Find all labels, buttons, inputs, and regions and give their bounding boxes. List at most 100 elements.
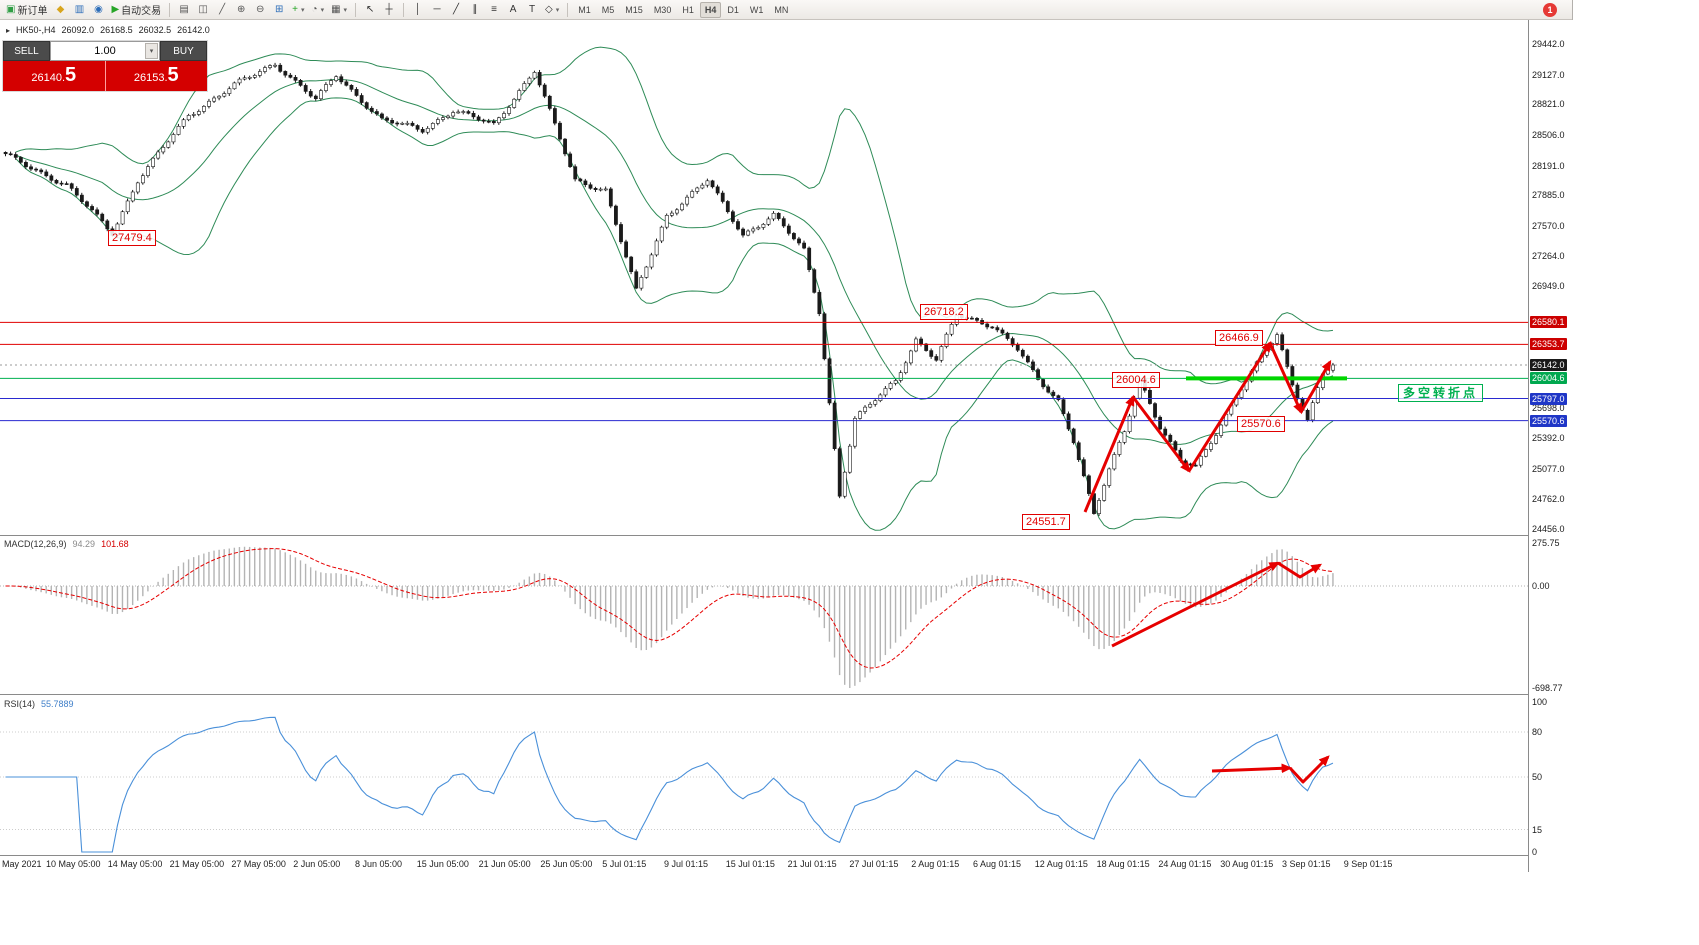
timeframe-m30-button[interactable]: M30 bbox=[653, 4, 672, 15]
templates-icon: ▦ bbox=[331, 3, 341, 15]
timeframe-w1-button[interactable]: W1 bbox=[749, 4, 764, 15]
volume-dropdown-icon[interactable]: ▾ bbox=[145, 43, 158, 59]
bollinger-bands[interactable] bbox=[15, 46, 1334, 531]
time-axis-label: 25 Jun 05:00 bbox=[540, 859, 593, 869]
zoom-in-icon: ⊕ bbox=[236, 3, 246, 15]
timeframe-h4-button[interactable]: H4 bbox=[699, 1, 722, 18]
timeframe-d1-button[interactable]: D1 bbox=[727, 4, 739, 15]
trend-arrow[interactable] bbox=[1131, 396, 1191, 473]
timeframe-m15-button[interactable]: M15 bbox=[625, 4, 643, 15]
volume-input[interactable]: 1.00 ▾ bbox=[50, 41, 160, 61]
notification-badge[interactable]: 1 bbox=[1543, 2, 1557, 17]
trend-arrow[interactable] bbox=[1268, 342, 1303, 415]
templates-dropdown-icon[interactable]: ▾ bbox=[343, 6, 348, 14]
chart-canvas[interactable] bbox=[0, 20, 1528, 872]
rsi-scale-label: 100 bbox=[1532, 697, 1548, 707]
rsi-scale-label: 0 bbox=[1532, 847, 1538, 857]
price-callout[interactable]: 26718.2 bbox=[920, 304, 968, 320]
bar-chart-button[interactable]: ▤ bbox=[175, 1, 193, 18]
shapes-button[interactable]: ◇ ▾ bbox=[542, 1, 562, 18]
zoom-out-button[interactable]: ⊖ bbox=[251, 1, 269, 18]
price-callout[interactable]: 24551.7 bbox=[1022, 514, 1070, 530]
price-scale-label: 27264.0 bbox=[1532, 250, 1565, 261]
rsi-scale-label: 15 bbox=[1532, 824, 1543, 835]
crosshair-button[interactable]: ┼ bbox=[380, 1, 398, 18]
price-scale-label: 27885.0 bbox=[1532, 190, 1565, 201]
trend-arrow[interactable] bbox=[1187, 340, 1272, 472]
price-scale-label: 28191.0 bbox=[1532, 160, 1565, 171]
price-callout[interactable]: 26466.9 bbox=[1215, 330, 1263, 346]
price-tag: 26353.7 bbox=[1530, 338, 1567, 351]
horizontal-line-button[interactable]: ─ bbox=[428, 1, 446, 18]
indicators-dropdown-icon[interactable]: ▾ bbox=[301, 6, 305, 14]
algo-trading-button[interactable]: ▶ 自动交易 bbox=[108, 1, 164, 18]
time-axis-label: 15 Jun 05:00 bbox=[416, 859, 469, 869]
text-icon: A bbox=[509, 3, 517, 15]
macd-scale-label: 0.00 bbox=[1532, 581, 1550, 591]
community-button[interactable]: ◉ bbox=[89, 1, 107, 18]
volume-value: 1.00 bbox=[94, 45, 116, 57]
tile-windows-button[interactable]: ⊞ bbox=[270, 1, 288, 18]
rsi-line bbox=[5, 716, 1334, 853]
time-axis-label: 9 Jul 01:15 bbox=[664, 859, 709, 869]
main-toolbar: ▣ 新订单 ◆ ▥ ◉ ▶ 自动交易 ▤ ◫ ╱ ⊕ ⊖ ⊞ + ▾ ◔ ▾ ▦ ▾ ↖ ┼ │ ─ ╱ ∥ ≡ A T ◇ ▾ M1 M5 M… bbox=[0, 0, 1572, 20]
price-callout[interactable]: 26004.6 bbox=[1112, 372, 1160, 388]
price-scale-label: 24762.0 bbox=[1532, 494, 1565, 505]
rsi-arrow[interactable] bbox=[1288, 755, 1330, 784]
macd-scale-label: 275.75 bbox=[1532, 538, 1560, 548]
timeframe-mn-button[interactable]: MN bbox=[774, 4, 789, 15]
price-callout[interactable]: 27479.4 bbox=[108, 230, 156, 246]
candlestick-chart-button[interactable]: ◫ bbox=[194, 1, 212, 18]
buy-price[interactable]: 26153. 5 bbox=[105, 61, 207, 91]
text-label-button[interactable]: T bbox=[523, 1, 541, 18]
chart-workspace[interactable]: ▸ HK50-,H4 26092.0 26168.5 26032.5 26142… bbox=[0, 20, 1573, 873]
toolbar-separator bbox=[567, 2, 569, 17]
text-label-icon: T bbox=[528, 3, 536, 15]
zoom-in-button[interactable]: ⊕ bbox=[232, 1, 250, 18]
macd-indicator-label: MACD(12,26,9) 94.29 101.68 bbox=[4, 539, 129, 549]
trend-arrow[interactable] bbox=[1299, 359, 1332, 413]
rsi-arrow[interactable] bbox=[1211, 763, 1293, 774]
time-axis-label: 10 May 05:00 bbox=[46, 859, 101, 869]
vertical-line-button[interactable]: │ bbox=[409, 1, 427, 18]
shapes-dropdown-icon[interactable]: ▾ bbox=[555, 6, 560, 14]
cursor-button[interactable]: ↖ bbox=[361, 1, 379, 18]
new-order-button[interactable]: ▣ 新订单 bbox=[3, 1, 50, 18]
timeframe-h1-button[interactable]: H1 bbox=[682, 4, 694, 15]
market-watch-icon: ◆ bbox=[56, 3, 65, 15]
candles[interactable] bbox=[3, 62, 1335, 517]
macd-arrow[interactable] bbox=[1111, 561, 1281, 648]
zoom-out-icon: ⊖ bbox=[255, 3, 265, 15]
time-axis[interactable]: May 2021 10 May 05:00 14 May 05:00 21 May 0… bbox=[0, 855, 1528, 873]
turning-point-label[interactable]: 多空转折点 bbox=[1398, 384, 1484, 402]
rsi-indicator-label: RSI(14) 55.7889 bbox=[4, 699, 74, 709]
sell-button[interactable]: SELL bbox=[3, 41, 50, 61]
timeframe-m1-button[interactable]: M1 bbox=[578, 4, 591, 15]
market-watch-button[interactable]: ◆ bbox=[51, 1, 69, 18]
time-axis-label: 14 May 05:00 bbox=[107, 859, 163, 869]
templates-button[interactable]: ▦ ▾ bbox=[328, 1, 350, 18]
price-callout[interactable]: 25570.6 bbox=[1237, 416, 1285, 432]
fibonacci-button[interactable]: ≡ bbox=[485, 1, 503, 18]
trendline-button[interactable]: ╱ bbox=[447, 1, 465, 18]
new-order-label: 新订单 bbox=[17, 6, 48, 17]
algo-trading-label: 自动交易 bbox=[121, 6, 162, 17]
periods-button[interactable]: ◔ ▾ bbox=[309, 1, 328, 18]
time-axis-label: 8 Jun 05:00 bbox=[355, 859, 403, 869]
timeframe-m5-button[interactable]: M5 bbox=[601, 4, 615, 15]
text-button[interactable]: A bbox=[504, 1, 522, 18]
line-chart-button[interactable]: ╱ bbox=[213, 1, 231, 18]
sell-price[interactable]: 26140. 5 bbox=[3, 61, 106, 91]
vertical-line-icon: │ bbox=[414, 3, 422, 15]
price-scale[interactable]: 29442.0 29127.0 28821.0 28506.0 28191.0 27885… bbox=[1528, 20, 1573, 872]
equidistant-channel-button[interactable]: ∥ bbox=[466, 1, 484, 18]
price-scale-label: 24456.0 bbox=[1532, 523, 1565, 534]
line-chart-icon: ╱ bbox=[219, 3, 226, 15]
macd-arrow[interactable] bbox=[1277, 561, 1323, 579]
buy-button[interactable]: BUY bbox=[160, 41, 207, 61]
periods-dropdown-icon[interactable]: ▾ bbox=[320, 6, 325, 14]
trend-arrow[interactable] bbox=[1083, 394, 1135, 513]
new-chart-button[interactable]: ▥ bbox=[70, 1, 88, 18]
symbol-title: HK50-,H4 bbox=[16, 25, 56, 35]
indicators-button[interactable]: + ▾ bbox=[289, 1, 307, 18]
